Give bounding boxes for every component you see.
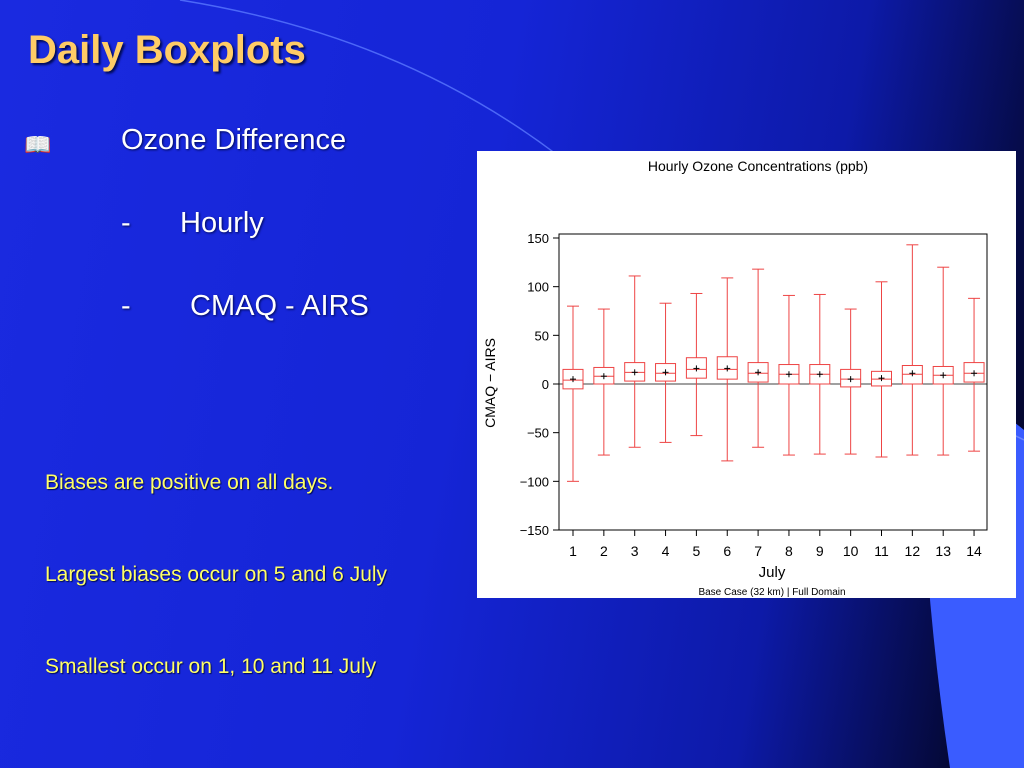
x-tick-label: 8 [785,543,793,559]
x-tick-label: 3 [631,543,639,559]
book-icon: 📖 [24,132,52,157]
chart-panel: Hourly Ozone Concentrations (ppb) 150 100… [477,151,1016,598]
y-tick-label: −50 [527,426,549,441]
sub-item-hourly: Hourly [180,207,264,239]
y-tick-label: −150 [520,523,549,538]
plot-frame [558,233,988,531]
x-tick-label: 9 [816,543,824,559]
x-tick-label: 11 [874,543,889,559]
x-tick-label: 5 [693,543,701,559]
y-tick-label: −100 [520,474,549,489]
x-tick-label: 7 [754,543,762,559]
y-tick-label: 50 [535,328,549,343]
note-positive-bias: Biases are positive on all days. [45,471,334,494]
x-axis-label: July [759,564,786,581]
sub-item-cmaq-airs: CMAQ - AIRS [190,290,369,322]
boxplot-chart: Hourly Ozone Concentrations (ppb) 150100… [482,158,988,598]
x-tick-label: 6 [723,543,731,559]
chart-title: Hourly Ozone Concentrations (ppb) [648,158,868,174]
y-tick-label: 150 [527,231,549,246]
x-tick-label: 14 [966,543,982,559]
x-tick-label: 2 [600,543,608,559]
slide-title: Daily Boxplots [28,28,306,72]
bullet-heading: Ozone Difference [121,124,347,156]
note-largest-bias: Largest biases occur on 5 and 6 July [45,563,388,586]
x-tick-label: 10 [843,543,859,559]
note-smallest-bias: Smallest occur on 1, 10 and 11 July [45,655,377,678]
x-tick-label: 1 [569,543,577,559]
y-tick-label: 100 [527,280,549,295]
x-tick-label: 4 [662,543,670,559]
sub-item-marker: - [121,207,131,239]
y-axis-label: CMAQ − AIRS [482,338,498,428]
x-tick-label: 13 [935,543,951,559]
x-tick-label: 12 [905,543,921,559]
sub-item-marker: - [121,290,131,322]
y-tick-label: 0 [542,377,549,392]
chart-footnote: Base Case (32 km) | Full Domain [698,587,845,598]
